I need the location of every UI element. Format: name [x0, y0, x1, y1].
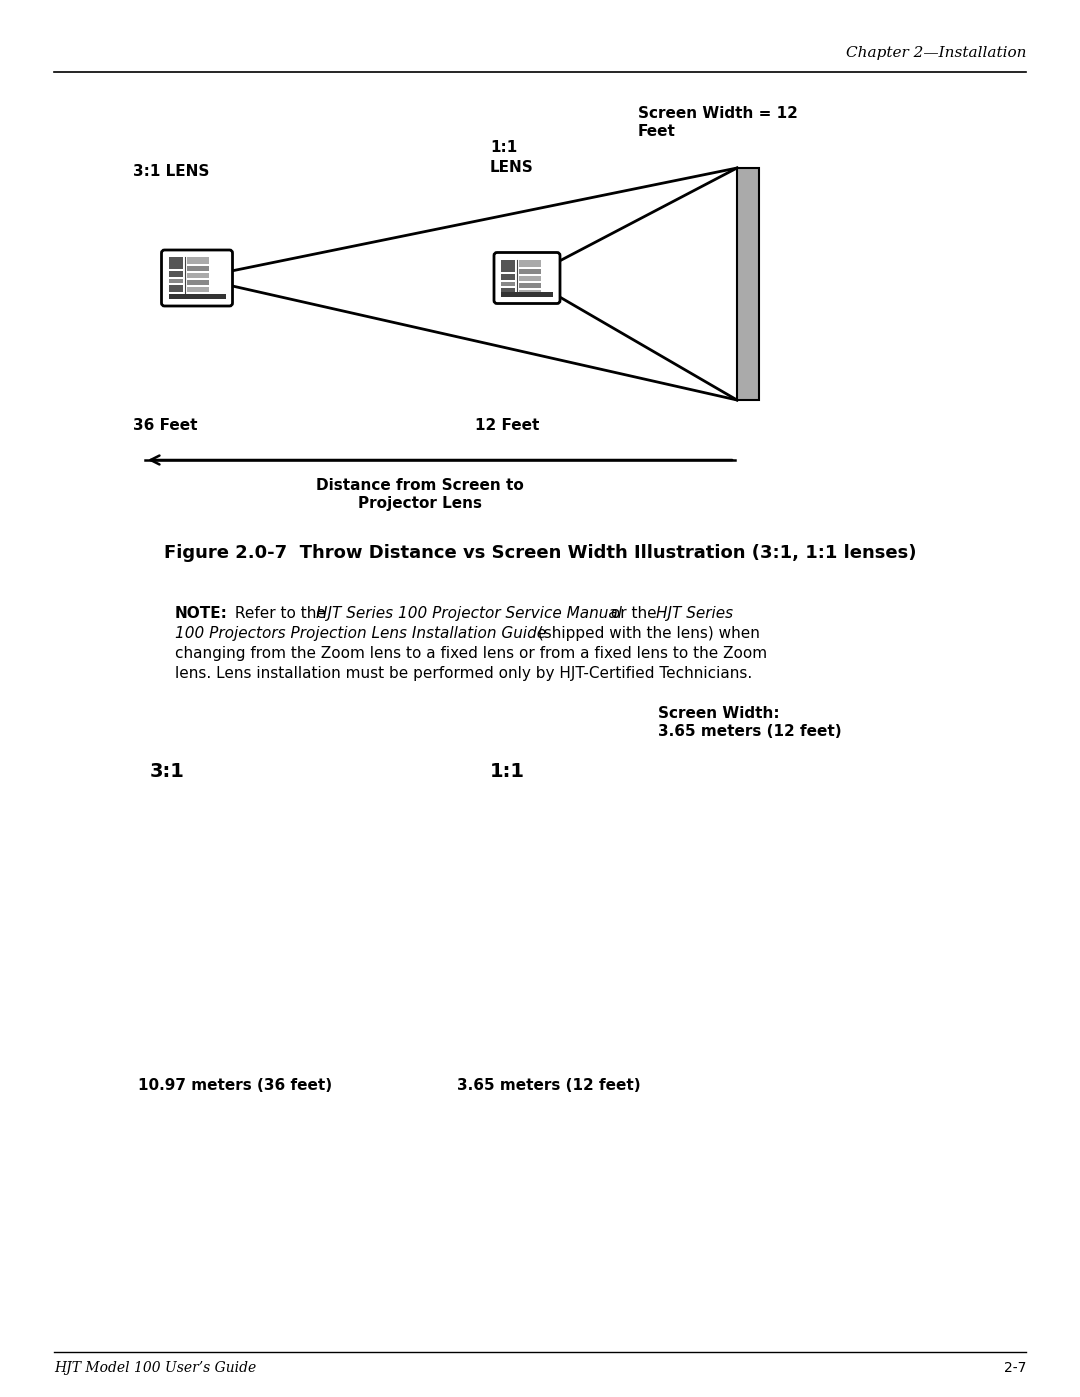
Bar: [501, 260, 515, 271]
Text: Refer to the: Refer to the: [230, 606, 330, 622]
Text: Chapter 2—Installation: Chapter 2—Installation: [846, 46, 1026, 60]
Bar: [519, 260, 541, 267]
Text: 3.65 meters (12 feet): 3.65 meters (12 feet): [658, 724, 841, 739]
Text: 1:1: 1:1: [490, 761, 525, 781]
Text: Screen Width:: Screen Width:: [658, 705, 780, 721]
Text: Feet: Feet: [638, 124, 676, 140]
Bar: [168, 271, 183, 277]
Bar: [187, 286, 208, 292]
Bar: [187, 265, 208, 271]
Bar: [501, 288, 515, 295]
Bar: [187, 272, 208, 278]
Text: 2-7: 2-7: [1003, 1361, 1026, 1375]
Bar: [187, 257, 208, 264]
Bar: [168, 293, 226, 299]
Bar: [168, 279, 183, 284]
Text: HJT Series: HJT Series: [656, 606, 733, 622]
Text: Distance from Screen to: Distance from Screen to: [316, 478, 524, 493]
Bar: [519, 282, 541, 288]
Text: HJT Model 100 User’s Guide: HJT Model 100 User’s Guide: [54, 1361, 256, 1375]
Text: 12 Feet: 12 Feet: [475, 418, 539, 433]
Bar: [501, 274, 515, 279]
Text: NOTE:: NOTE:: [175, 606, 228, 622]
Bar: [519, 289, 541, 295]
Text: 3:1 LENS: 3:1 LENS: [133, 165, 210, 179]
Text: HJT Series 100 Projector Service Manual: HJT Series 100 Projector Service Manual: [316, 606, 622, 622]
Text: 10.97 meters (36 feet): 10.97 meters (36 feet): [138, 1078, 333, 1092]
Bar: [187, 279, 208, 285]
Text: 3.65 meters (12 feet): 3.65 meters (12 feet): [457, 1078, 640, 1092]
Text: 36 Feet: 36 Feet: [133, 418, 198, 433]
Text: or the: or the: [606, 606, 661, 622]
FancyBboxPatch shape: [494, 253, 561, 303]
Text: Figure 2.0-7  Throw Distance vs Screen Width Illustration (3:1, 1:1 lenses): Figure 2.0-7 Throw Distance vs Screen Wi…: [164, 543, 916, 562]
Bar: [501, 292, 553, 296]
Bar: [519, 275, 541, 281]
Bar: [168, 285, 183, 292]
Text: lens. Lens installation must be performed only by HJT-Certified Technicians.: lens. Lens installation must be performe…: [175, 666, 753, 680]
Text: changing from the Zoom lens to a fixed lens or from a fixed lens to the Zoom: changing from the Zoom lens to a fixed l…: [175, 645, 767, 661]
Bar: [519, 268, 541, 274]
Text: LENS: LENS: [490, 159, 534, 175]
Text: 3:1: 3:1: [150, 761, 185, 781]
Text: Screen Width = 12: Screen Width = 12: [638, 106, 798, 120]
Text: Projector Lens: Projector Lens: [357, 496, 482, 511]
Bar: [168, 257, 183, 270]
Bar: [737, 168, 759, 400]
Bar: [501, 282, 515, 285]
FancyBboxPatch shape: [162, 250, 232, 306]
Text: (shipped with the lens) when: (shipped with the lens) when: [534, 626, 760, 641]
Text: 100 Projectors Projection Lens Installation Guide: 100 Projectors Projection Lens Installat…: [175, 626, 546, 641]
Text: 1:1: 1:1: [490, 141, 517, 155]
